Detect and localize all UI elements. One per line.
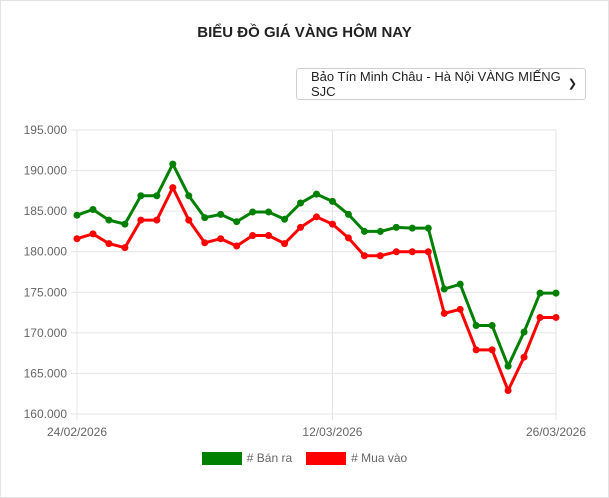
data-point bbox=[233, 218, 241, 226]
data-point bbox=[201, 214, 209, 222]
x-tick-label: 24/02/2026 bbox=[47, 425, 107, 439]
data-point bbox=[504, 362, 512, 370]
data-point bbox=[89, 206, 97, 214]
data-point bbox=[504, 386, 512, 394]
select-value: Bảo Tín Minh Châu - Hà Nội VÀNG MIẾNG SJ… bbox=[311, 69, 561, 99]
legend-label: # Mua vào bbox=[351, 451, 408, 465]
legend-swatch bbox=[306, 451, 347, 465]
data-point bbox=[520, 353, 528, 361]
data-point bbox=[281, 240, 289, 248]
data-point bbox=[392, 248, 400, 256]
data-point bbox=[185, 216, 193, 224]
gold-type-select[interactable]: Bảo Tín Minh Châu - Hà Nội VÀNG MIẾNG SJ… bbox=[296, 68, 586, 100]
legend: # Bán ra # Mua vào bbox=[0, 451, 609, 465]
y-tick-label: 170.000 bbox=[24, 326, 68, 340]
data-point bbox=[520, 328, 528, 336]
data-point bbox=[217, 235, 225, 243]
data-point bbox=[328, 220, 336, 228]
data-point bbox=[105, 240, 113, 248]
data-point bbox=[249, 208, 257, 216]
x-tick-label: 26/03/2026 bbox=[526, 425, 586, 439]
data-point bbox=[217, 210, 225, 218]
data-point bbox=[313, 213, 320, 221]
y-tick-label: 165.000 bbox=[24, 366, 68, 380]
data-point bbox=[201, 239, 209, 247]
data-point bbox=[105, 216, 113, 224]
data-point bbox=[408, 248, 416, 256]
data-point bbox=[552, 289, 560, 297]
data-point bbox=[456, 305, 464, 313]
y-tick-label: 160.000 bbox=[24, 407, 68, 421]
data-point bbox=[360, 227, 368, 235]
data-point bbox=[328, 197, 336, 205]
y-tick-label: 175.000 bbox=[24, 285, 68, 299]
y-tick-label: 195.000 bbox=[24, 123, 68, 137]
data-point bbox=[536, 313, 544, 321]
data-point bbox=[424, 248, 432, 256]
data-point bbox=[536, 289, 544, 297]
data-point bbox=[440, 285, 448, 293]
data-point bbox=[424, 224, 432, 232]
x-tick-label: 12/03/2026 bbox=[302, 425, 362, 439]
data-point bbox=[376, 252, 384, 260]
data-point bbox=[392, 223, 400, 231]
data-point bbox=[456, 280, 464, 288]
data-point bbox=[488, 346, 496, 354]
y-tick-label: 185.000 bbox=[24, 204, 68, 218]
data-point bbox=[472, 322, 480, 330]
legend-swatch bbox=[201, 451, 242, 465]
data-point bbox=[73, 211, 81, 219]
data-point bbox=[169, 160, 177, 168]
data-point bbox=[233, 242, 241, 250]
legend-item-ban-ra[interactable]: # Bán ra bbox=[201, 451, 293, 465]
data-point bbox=[344, 210, 352, 218]
data-point bbox=[137, 216, 145, 224]
chevron-down-icon: ❯ bbox=[567, 78, 577, 90]
data-point bbox=[153, 192, 161, 200]
data-point bbox=[440, 309, 448, 317]
data-point bbox=[376, 227, 384, 235]
data-point bbox=[313, 190, 320, 198]
data-point bbox=[408, 224, 416, 232]
legend-label: # Bán ra bbox=[246, 451, 293, 465]
legend-item-mua-vao[interactable]: # Mua vào bbox=[306, 451, 407, 465]
data-point bbox=[488, 322, 496, 330]
data-point bbox=[344, 234, 352, 242]
data-point bbox=[137, 192, 145, 200]
data-point bbox=[121, 220, 129, 228]
data-point bbox=[153, 216, 161, 224]
data-point bbox=[265, 208, 273, 216]
y-tick-label: 180.000 bbox=[24, 245, 68, 259]
data-point bbox=[121, 244, 129, 252]
data-point bbox=[297, 199, 305, 207]
data-point bbox=[472, 346, 480, 354]
data-point bbox=[297, 223, 305, 231]
data-point bbox=[265, 231, 273, 239]
data-point bbox=[552, 313, 560, 321]
data-point bbox=[73, 235, 81, 243]
data-point bbox=[185, 192, 193, 200]
data-point bbox=[169, 184, 177, 192]
data-point bbox=[249, 231, 257, 239]
data-point bbox=[360, 252, 368, 260]
chart-title: BIỂU ĐỒ GIÁ VÀNG HÔM NAY bbox=[197, 24, 412, 41]
y-tick-label: 190.000 bbox=[24, 164, 68, 178]
data-point bbox=[89, 230, 97, 238]
data-point bbox=[281, 215, 289, 223]
